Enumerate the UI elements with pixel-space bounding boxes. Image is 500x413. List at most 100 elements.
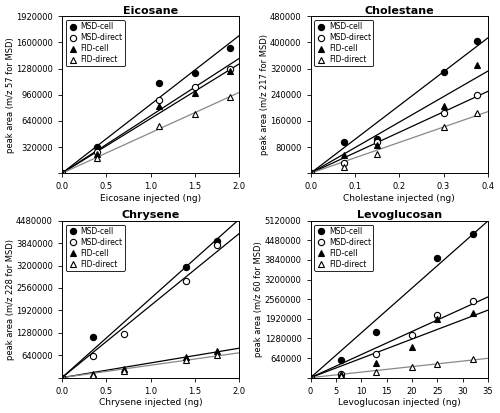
Title: Cholestane: Cholestane (364, 5, 434, 16)
FID-cell (470, 311, 476, 316)
Line: FID-cell: FID-cell (59, 348, 220, 381)
MSD-direct (94, 150, 100, 154)
FID-direct (183, 357, 189, 362)
FID-direct (192, 111, 198, 116)
Line: MSD-direct: MSD-direct (308, 92, 480, 176)
FID-cell (90, 372, 96, 377)
FID-cell (474, 63, 480, 68)
MSD-cell (440, 69, 446, 74)
FID-direct (214, 353, 220, 358)
Y-axis label: peak area (m/z 60 for MSD): peak area (m/z 60 for MSD) (254, 241, 263, 357)
Y-axis label: peak area (m/z 228 for MSD): peak area (m/z 228 for MSD) (6, 239, 15, 360)
FID-cell (59, 375, 65, 380)
Y-axis label: peak area (m/z 57 for MSD): peak area (m/z 57 for MSD) (6, 37, 15, 153)
FID-cell (214, 349, 220, 354)
FID-direct (470, 357, 476, 362)
FID-direct (94, 155, 100, 160)
FID-direct (308, 375, 314, 380)
MSD-cell (214, 239, 220, 244)
MSD-direct (308, 171, 314, 176)
MSD-cell (192, 70, 198, 75)
FID-direct (374, 151, 380, 156)
FID-direct (59, 375, 65, 380)
Y-axis label: peak area (m/z 217 for MSD): peak area (m/z 217 for MSD) (260, 34, 268, 155)
Line: FID-direct: FID-direct (308, 356, 476, 381)
FID-cell (308, 171, 314, 176)
Title: Eicosane: Eicosane (123, 5, 178, 16)
MSD-direct (409, 333, 415, 338)
FID-cell (440, 104, 446, 109)
Line: MSD-cell: MSD-cell (308, 230, 476, 381)
FID-cell (94, 152, 100, 157)
FID-cell (156, 104, 162, 109)
Legend: MSD-cell, MSD-direct, FID-cell, FID-direct: MSD-cell, MSD-direct, FID-cell, FID-dire… (66, 225, 124, 271)
X-axis label: Levoglucosan injected (ng): Levoglucosan injected (ng) (338, 399, 460, 408)
FID-cell (341, 153, 347, 158)
Line: MSD-direct: MSD-direct (59, 66, 234, 176)
MSD-direct (90, 354, 96, 358)
MSD-direct (434, 312, 440, 317)
MSD-direct (228, 67, 234, 72)
Line: FID-cell: FID-cell (308, 310, 476, 381)
MSD-direct (192, 85, 198, 90)
Line: MSD-cell: MSD-cell (308, 38, 480, 176)
MSD-cell (470, 231, 476, 236)
FID-cell (59, 171, 65, 176)
MSD-cell (59, 171, 65, 176)
MSD-direct (121, 331, 127, 336)
Title: Levoglucosan: Levoglucosan (356, 210, 442, 220)
MSD-direct (474, 92, 480, 97)
FID-direct (308, 171, 314, 176)
MSD-cell (341, 139, 347, 144)
FID-direct (474, 110, 480, 115)
MSD-direct (156, 97, 162, 102)
MSD-cell (374, 136, 380, 141)
Line: MSD-direct: MSD-direct (59, 242, 220, 381)
MSD-cell (90, 335, 96, 340)
FID-direct (156, 123, 162, 128)
Line: MSD-direct: MSD-direct (308, 298, 476, 381)
FID-cell (228, 69, 234, 74)
MSD-cell (308, 171, 314, 176)
FID-direct (409, 364, 415, 369)
Line: FID-cell: FID-cell (308, 62, 480, 176)
FID-direct (374, 369, 380, 374)
FID-cell (434, 317, 440, 322)
MSD-direct (374, 352, 380, 357)
Legend: MSD-cell, MSD-direct, FID-cell, FID-direct: MSD-cell, MSD-direct, FID-cell, FID-dire… (66, 20, 124, 66)
FID-direct (440, 125, 446, 130)
FID-direct (228, 95, 234, 100)
MSD-cell (308, 375, 314, 380)
MSD-cell (338, 358, 344, 363)
Line: FID-direct: FID-direct (308, 109, 480, 176)
MSD-cell (59, 375, 65, 380)
MSD-direct (338, 371, 344, 376)
FID-cell (121, 366, 127, 371)
X-axis label: Chrysene injected (ng): Chrysene injected (ng) (99, 399, 202, 408)
MSD-cell (474, 38, 480, 43)
MSD-cell (434, 256, 440, 261)
Line: MSD-cell: MSD-cell (59, 45, 234, 176)
X-axis label: Cholestane injected (ng): Cholestane injected (ng) (344, 194, 455, 203)
MSD-direct (183, 279, 189, 284)
Line: MSD-cell: MSD-cell (59, 238, 220, 381)
MSD-cell (183, 265, 189, 270)
FID-cell (374, 143, 380, 148)
FID-cell (192, 91, 198, 96)
FID-direct (90, 373, 96, 377)
FID-direct (121, 368, 127, 373)
FID-direct (341, 164, 347, 169)
MSD-cell (94, 145, 100, 150)
FID-cell (338, 372, 344, 377)
Line: FID-direct: FID-direct (59, 352, 220, 381)
MSD-direct (308, 375, 314, 380)
MSD-direct (214, 242, 220, 247)
FID-cell (374, 360, 380, 365)
FID-direct (59, 171, 65, 176)
MSD-direct (440, 110, 446, 115)
MSD-cell (228, 46, 234, 51)
FID-direct (434, 361, 440, 366)
MSD-direct (59, 171, 65, 176)
FID-direct (338, 374, 344, 379)
MSD-direct (341, 161, 347, 166)
